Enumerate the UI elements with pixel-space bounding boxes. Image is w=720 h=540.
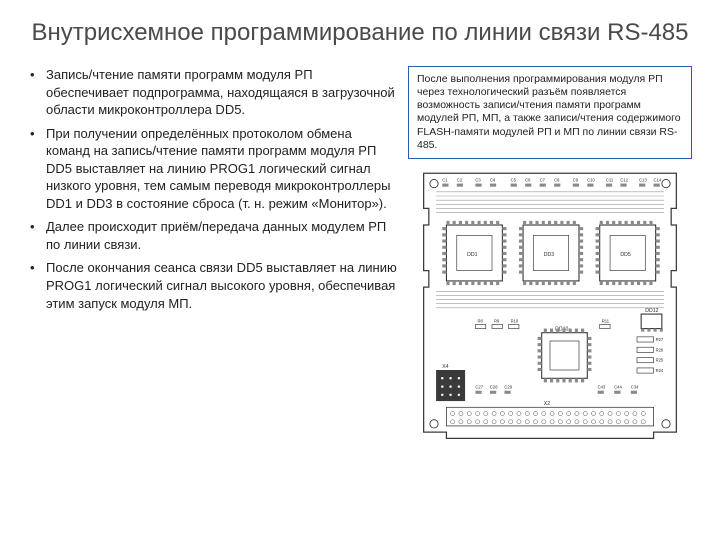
svg-text:R25: R25	[656, 357, 664, 362]
svg-text:C2: C2	[457, 177, 463, 182]
svg-text:R10: R10	[511, 318, 519, 323]
bullet-item: После окончания сеанса связи DD5 выставл…	[28, 259, 398, 312]
chip-dd5: DD5	[596, 221, 660, 285]
chip-dd10: DD10	[538, 326, 592, 382]
callout-box: После выполнения программирования модуля…	[408, 66, 692, 159]
svg-text:C4: C4	[490, 177, 496, 182]
svg-text:R26: R26	[656, 347, 664, 352]
svg-text:C28: C28	[490, 384, 498, 389]
svg-text:R9: R9	[494, 318, 500, 323]
svg-text:C10: C10	[587, 177, 595, 182]
right-column: После выполнения программирования модуля…	[408, 66, 692, 462]
svg-text:X2: X2	[544, 401, 550, 407]
svg-text:C6: C6	[525, 177, 531, 182]
content-row: Запись/чтение памяти программ модуля РП …	[28, 66, 692, 462]
svg-text:X4: X4	[442, 364, 448, 370]
bullet-item: Запись/чтение памяти программ модуля РП …	[28, 66, 398, 119]
svg-text:C11: C11	[606, 177, 614, 182]
svg-text:DD1: DD1	[467, 252, 477, 258]
svg-text:C9: C9	[573, 177, 579, 182]
chip-dd1: DD1	[442, 221, 506, 285]
svg-text:DD3: DD3	[544, 252, 554, 258]
pcb-illustration: C1 C2 C3 C4 C5 C6 C7 C8 C9 C10 C11 C12	[408, 167, 692, 462]
bullet-item: Далее происходит приём/передача данных м…	[28, 218, 398, 253]
svg-text:DD12: DD12	[645, 308, 658, 314]
svg-text:R11: R11	[602, 318, 610, 323]
chip-dd3: DD3	[519, 221, 583, 285]
svg-text:C8: C8	[554, 177, 560, 182]
svg-text:R8: R8	[478, 318, 484, 323]
left-column: Запись/чтение памяти программ модуля РП …	[28, 66, 398, 462]
svg-text:R27: R27	[656, 337, 664, 342]
svg-text:C14: C14	[654, 177, 662, 182]
svg-text:C1: C1	[442, 177, 448, 182]
page-title: Внутрисхемное программирование по линии …	[28, 18, 692, 48]
svg-text:DD5: DD5	[620, 252, 630, 258]
svg-text:C44: C44	[614, 384, 622, 389]
svg-text:C29: C29	[504, 384, 512, 389]
svg-text:C5: C5	[511, 177, 517, 182]
pcb-svg: C1 C2 C3 C4 C5 C6 C7 C8 C9 C10 C11 C12	[408, 167, 692, 457]
slide: Внутрисхемное программирование по линии …	[0, 0, 720, 540]
svg-text:C34: C34	[631, 384, 639, 389]
svg-text:C7: C7	[540, 177, 546, 182]
svg-text:C3: C3	[475, 177, 481, 182]
svg-text:C13: C13	[639, 177, 647, 182]
svg-text:C12: C12	[620, 177, 628, 182]
svg-text:C27: C27	[475, 384, 483, 389]
bullet-item: При получении определённых протоколом об…	[28, 125, 398, 213]
svg-text:C43: C43	[598, 384, 606, 389]
svg-text:R24: R24	[656, 368, 664, 373]
bullet-list: Запись/чтение памяти программ модуля РП …	[28, 66, 398, 312]
